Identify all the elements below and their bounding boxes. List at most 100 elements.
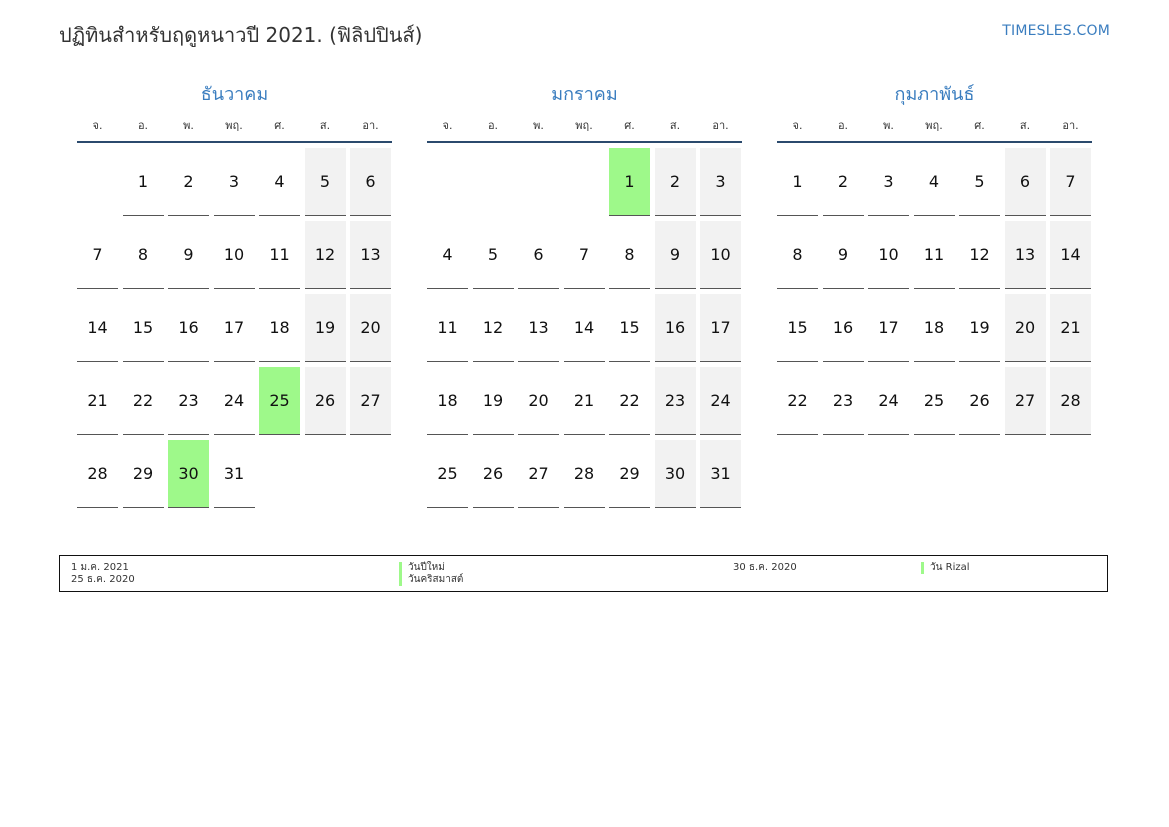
day-cell[interactable]: 25 xyxy=(913,367,955,435)
day-cell[interactable]: 25 xyxy=(427,440,468,508)
weekday-label: อา. xyxy=(712,119,729,132)
holiday-day-cell[interactable]: 1 xyxy=(609,148,650,216)
day-cell[interactable]: 5 xyxy=(959,148,1000,216)
day-cell[interactable]: 27 xyxy=(518,440,559,508)
day-cell[interactable]: 24 xyxy=(700,367,741,435)
day-cell[interactable]: 9 xyxy=(822,221,864,289)
day-cell[interactable]: 8 xyxy=(609,221,650,289)
day-cell[interactable]: 22 xyxy=(609,367,650,435)
day-cell[interactable]: 9 xyxy=(654,221,696,289)
day-cell[interactable]: 11 xyxy=(259,221,300,289)
day-cell[interactable]: 15 xyxy=(777,294,818,362)
day-cell[interactable]: 12 xyxy=(472,294,514,362)
day-cell[interactable]: 10 xyxy=(868,221,909,289)
day-cell[interactable]: 22 xyxy=(122,367,164,435)
day-cell[interactable]: 7 xyxy=(1050,148,1091,216)
day-cell[interactable]: 18 xyxy=(427,367,468,435)
day-cell[interactable]: 30 xyxy=(654,440,696,508)
day-cell[interactable]: 31 xyxy=(213,440,255,508)
day-cell[interactable]: 6 xyxy=(518,221,559,289)
day-cell[interactable]: 12 xyxy=(959,221,1000,289)
day-cell[interactable]: 6 xyxy=(1004,148,1046,216)
day-cell[interactable]: 15 xyxy=(122,294,164,362)
day-cell[interactable]: 21 xyxy=(1050,294,1091,362)
day-cell[interactable]: 4 xyxy=(427,221,468,289)
day-cell[interactable]: 7 xyxy=(563,221,605,289)
day-cell[interactable]: 20 xyxy=(1004,294,1046,362)
day-cell[interactable]: 14 xyxy=(1050,221,1091,289)
day-cell[interactable]: 3 xyxy=(700,148,741,216)
day-cell[interactable]: 23 xyxy=(168,367,209,435)
day-cell[interactable]: 21 xyxy=(563,367,605,435)
day-cell[interactable]: 15 xyxy=(609,294,650,362)
holiday-day-cell[interactable]: 25 xyxy=(259,367,300,435)
legend-dates-col-1: 1 ม.ค. 2021 25 ธ.ค. 2020 xyxy=(71,562,135,586)
day-cell[interactable]: 23 xyxy=(822,367,864,435)
day-cell[interactable]: 7 xyxy=(77,221,118,289)
day-cell[interactable]: 26 xyxy=(959,367,1000,435)
day-cell[interactable]: 18 xyxy=(913,294,955,362)
day-cell[interactable]: 14 xyxy=(563,294,605,362)
day-cell[interactable]: 29 xyxy=(609,440,650,508)
day-cell[interactable]: 13 xyxy=(350,221,391,289)
day-cell[interactable]: 4 xyxy=(913,148,955,216)
day-cell[interactable]: 4 xyxy=(259,148,300,216)
day-cell[interactable]: 10 xyxy=(213,221,255,289)
day-cell[interactable]: 9 xyxy=(168,221,209,289)
legend-names-col-1: วันปีใหม่ วันคริสมาสต์ xyxy=(399,562,463,586)
day-cell[interactable]: 31 xyxy=(700,440,741,508)
day-cell[interactable]: 8 xyxy=(777,221,818,289)
day-cell[interactable]: 18 xyxy=(259,294,300,362)
day-cell[interactable]: 27 xyxy=(1004,367,1046,435)
day-cell[interactable]: 22 xyxy=(777,367,818,435)
holiday-day-cell[interactable]: 30 xyxy=(168,440,209,508)
day-cell[interactable]: 26 xyxy=(304,367,346,435)
day-cell[interactable]: 24 xyxy=(213,367,255,435)
day-cell[interactable]: 13 xyxy=(1004,221,1046,289)
day-cell[interactable]: 19 xyxy=(959,294,1000,362)
day-cell[interactable]: 5 xyxy=(472,221,514,289)
day-cell[interactable]: 2 xyxy=(168,148,209,216)
day-cell[interactable]: 5 xyxy=(304,148,346,216)
month-title: ธันวาคม xyxy=(200,84,269,105)
day-cell[interactable]: 27 xyxy=(350,367,391,435)
day-cell[interactable]: 8 xyxy=(122,221,164,289)
day-cell[interactable]: 16 xyxy=(822,294,864,362)
day-cell[interactable]: 3 xyxy=(213,148,255,216)
day-cell[interactable]: 13 xyxy=(518,294,559,362)
weekday-label: พ. xyxy=(183,119,194,132)
day-cell[interactable]: 21 xyxy=(77,367,118,435)
empty-cell xyxy=(473,148,514,216)
day-cell[interactable]: 20 xyxy=(518,367,559,435)
day-cell[interactable]: 17 xyxy=(700,294,741,362)
weekday-label: อา. xyxy=(1062,119,1079,132)
day-cell[interactable]: 17 xyxy=(868,294,909,362)
day-cell[interactable]: 11 xyxy=(427,294,468,362)
day-cell[interactable]: 6 xyxy=(350,148,391,216)
day-cell[interactable]: 3 xyxy=(868,148,909,216)
day-cell[interactable]: 11 xyxy=(913,221,955,289)
day-cell[interactable]: 24 xyxy=(868,367,909,435)
day-cell[interactable]: 2 xyxy=(654,148,696,216)
day-cell[interactable]: 17 xyxy=(213,294,255,362)
site-link[interactable]: TIMESLES.COM xyxy=(1002,23,1110,39)
day-cell[interactable]: 14 xyxy=(77,294,118,362)
day-cell[interactable]: 28 xyxy=(563,440,605,508)
day-cell[interactable]: 23 xyxy=(654,367,696,435)
day-cell[interactable]: 28 xyxy=(1050,367,1091,435)
day-cell[interactable]: 12 xyxy=(304,221,346,289)
weekday-label: พฤ. xyxy=(925,119,943,132)
day-cell[interactable]: 28 xyxy=(77,440,118,508)
day-cell[interactable]: 1 xyxy=(777,148,818,216)
day-cell[interactable]: 10 xyxy=(700,221,741,289)
weekday-label: พ. xyxy=(883,119,894,132)
day-cell[interactable]: 20 xyxy=(350,294,391,362)
day-cell[interactable]: 16 xyxy=(168,294,209,362)
day-cell[interactable]: 26 xyxy=(472,440,514,508)
day-cell[interactable]: 29 xyxy=(122,440,164,508)
day-cell[interactable]: 2 xyxy=(822,148,864,216)
day-cell[interactable]: 16 xyxy=(654,294,696,362)
day-cell[interactable]: 1 xyxy=(122,148,164,216)
day-cell[interactable]: 19 xyxy=(472,367,514,435)
day-cell[interactable]: 19 xyxy=(304,294,346,362)
